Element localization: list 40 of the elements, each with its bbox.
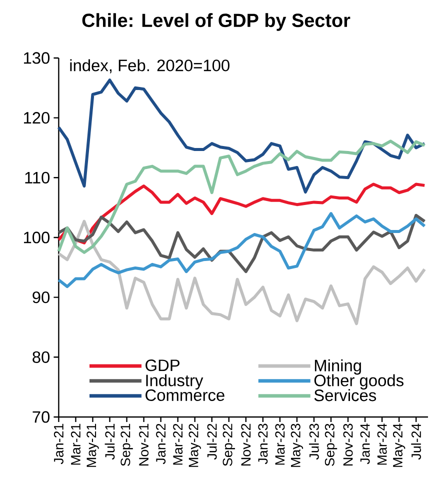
- line-series: [57, 78, 426, 194]
- x-tick-label: Sep-21: [120, 424, 133, 466]
- x-tick-label: Nov-23: [343, 424, 353, 466]
- x-tick-label: May-23: [290, 424, 304, 467]
- line-series: [57, 212, 426, 288]
- annotation: index, Feb. 2020=100: [70, 59, 230, 74]
- y-tick-label: 70: [32, 411, 50, 423]
- x-tick-label: Jul-24: [411, 424, 422, 460]
- x-tick-label: Mar-21: [70, 424, 80, 465]
- y-tick-label: 120: [24, 112, 50, 124]
- x-tick-label: Sep-22: [222, 424, 235, 466]
- line-series: [57, 220, 426, 326]
- x-tick-label: May-24: [392, 424, 406, 467]
- x-tick-label: May-21: [86, 424, 99, 467]
- y-tick-label: 100: [24, 232, 50, 244]
- x-tick-label: Jul-21: [104, 424, 115, 460]
- legend-label: GDP: [146, 360, 180, 372]
- x-tick-label: Jan-23: [258, 424, 268, 464]
- legend-label: Mining: [314, 359, 361, 375]
- legend-label: Services: [314, 389, 376, 402]
- x-tick-label: Jul-23: [309, 424, 319, 460]
- y-tick-label: 110: [25, 172, 50, 184]
- x-tick-label: Jan-24: [360, 424, 370, 464]
- x-tick-label: Mar-24: [377, 424, 387, 465]
- y-tick-label: 80: [32, 351, 50, 363]
- legend-label: Other goods: [314, 374, 404, 390]
- legend-label: Commerce: [146, 389, 224, 401]
- x-tick-label: Jan-22: [156, 424, 166, 464]
- x-tick-label: Mar-23: [275, 424, 285, 465]
- y-tick-label: 90: [32, 292, 50, 304]
- x-tick-label: Mar-22: [173, 424, 183, 465]
- y-tick-label: 130: [24, 52, 50, 64]
- x-tick-label: Nov-22: [241, 424, 251, 466]
- x-tick-label: May-22: [188, 424, 201, 467]
- x-tick-label: Jul-22: [206, 424, 217, 460]
- x-tick-label: Sep-23: [324, 424, 338, 466]
- legend-label: Industry: [146, 374, 204, 390]
- x-tick-label: Jan-21: [54, 424, 64, 464]
- x-tick-label: Nov-21: [139, 424, 149, 466]
- chart-title: Chile: Level of GDP by Sector: [82, 13, 350, 31]
